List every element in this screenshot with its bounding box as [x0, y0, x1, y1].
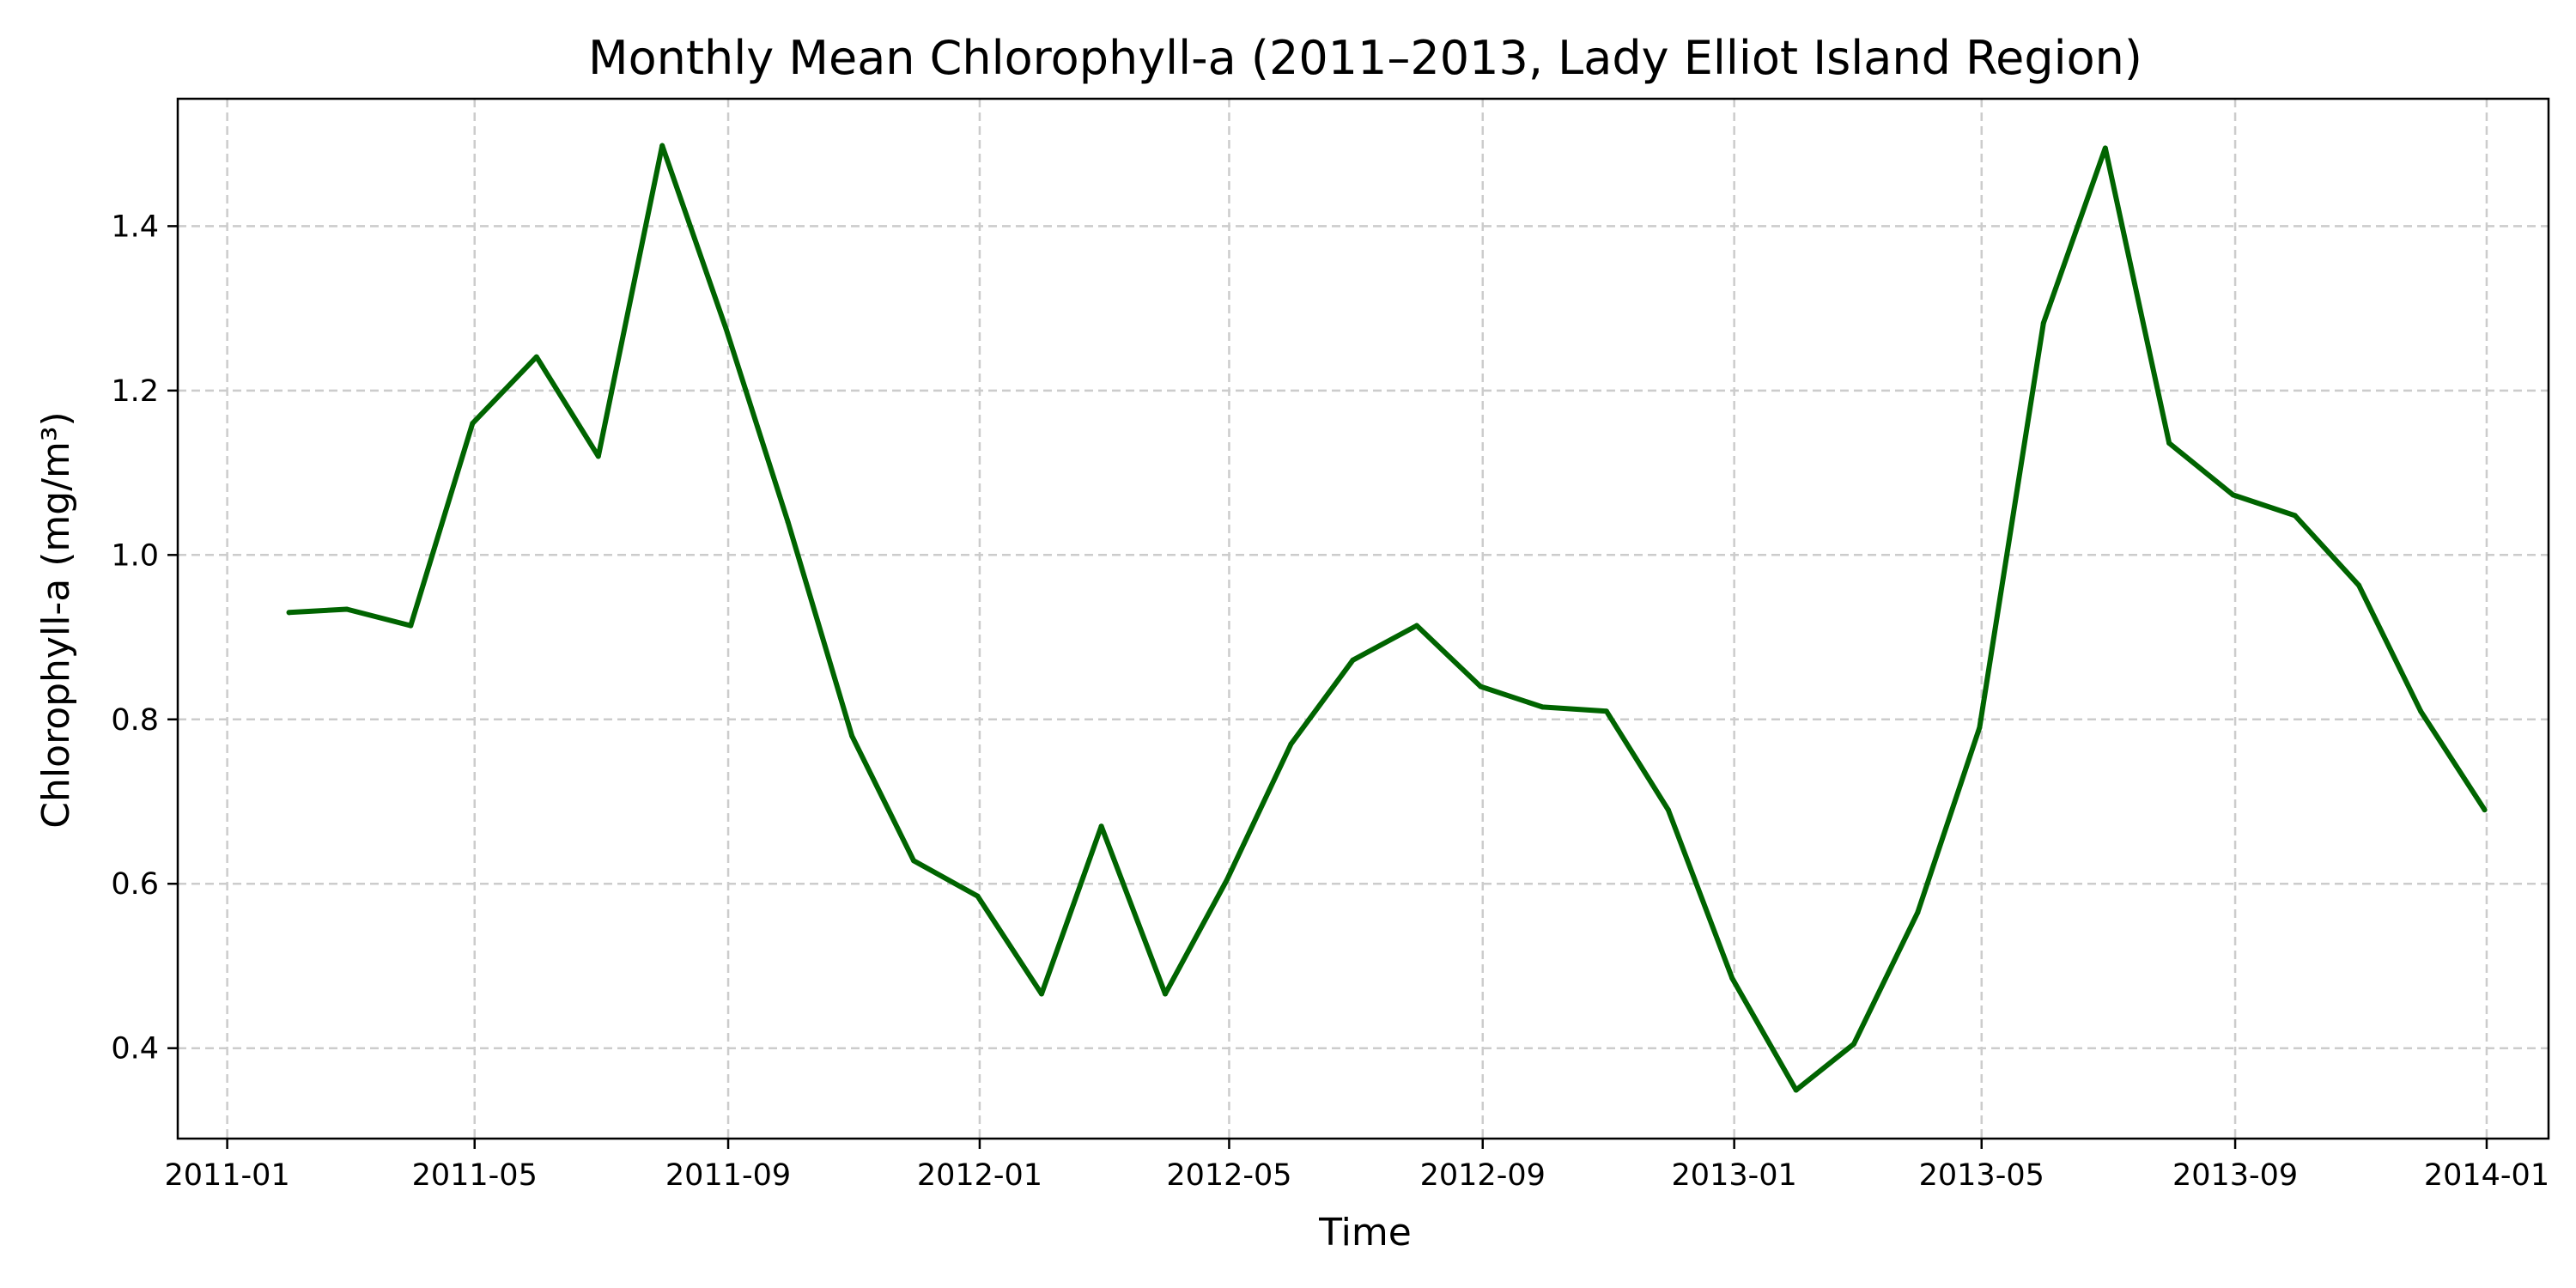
data-point — [1915, 909, 1921, 915]
x-tick-label: 2012-05 — [1166, 1158, 1291, 1193]
y-tick-label: 1.2 — [111, 374, 159, 409]
y-tick-label: 1.0 — [111, 538, 159, 573]
data-point — [849, 732, 855, 738]
y-axis-ticks: 0.4 0.6 0.8 1.0 1.2 1.4 — [111, 210, 178, 1066]
chart-title: Monthly Mean Chlorophyll-a (2011–2013, L… — [588, 31, 2142, 85]
data-point — [2292, 513, 2298, 519]
data-point — [286, 610, 292, 616]
plot-frame — [176, 97, 2550, 1140]
data-point — [911, 858, 917, 864]
x-tick-label: 2014-01 — [2424, 1158, 2549, 1193]
data-point — [723, 326, 729, 332]
data-point — [595, 453, 601, 459]
x-tick-label: 2013-05 — [1919, 1158, 2044, 1193]
y-tick-label: 1.4 — [111, 210, 159, 244]
data-series — [286, 143, 2488, 1093]
data-point — [1603, 708, 1609, 714]
x-tick-label: 2011-09 — [665, 1158, 791, 1193]
x-tick-label: 2012-09 — [1420, 1158, 1546, 1193]
y-tick-label: 0.4 — [111, 1032, 159, 1066]
x-axis-label: Time — [1318, 1211, 1412, 1255]
y-axis-label: Chlorophyll-a (mg/m³) — [34, 411, 78, 828]
data-point — [533, 354, 539, 360]
data-point — [1665, 807, 1671, 813]
data-point — [2102, 145, 2108, 151]
x-tick-label: 2011-01 — [164, 1158, 289, 1193]
x-tick-label: 2011-05 — [412, 1158, 538, 1193]
axes — [176, 97, 2550, 1140]
data-point — [1850, 1041, 1856, 1047]
data-point — [2230, 492, 2236, 498]
series-line — [286, 143, 2488, 1093]
data-point — [1224, 877, 1230, 883]
grid-lines — [178, 99, 2549, 1139]
data-point — [1977, 725, 1983, 731]
data-point — [785, 519, 791, 526]
data-point — [1288, 741, 1294, 747]
data-point — [1163, 991, 1169, 997]
data-point — [1038, 991, 1044, 997]
data-point — [2418, 708, 2424, 714]
data-point — [975, 893, 981, 899]
data-point — [1098, 823, 1104, 829]
data-point — [408, 623, 414, 629]
data-point — [659, 143, 665, 149]
data-point — [1793, 1087, 1799, 1093]
y-tick-label: 0.8 — [111, 703, 159, 738]
data-point — [343, 606, 349, 612]
data-point — [2166, 440, 2172, 447]
data-point — [1350, 657, 1356, 663]
x-tick-label: 2013-09 — [2172, 1158, 2298, 1193]
data-point — [1478, 683, 1484, 690]
x-tick-label: 2012-01 — [917, 1158, 1042, 1193]
data-point — [2040, 320, 2046, 326]
data-point — [470, 421, 476, 427]
data-point — [1729, 975, 1735, 981]
x-tick-label: 2013-01 — [1672, 1158, 1797, 1193]
data-point — [2482, 807, 2488, 813]
data-point — [2356, 582, 2362, 588]
x-axis-ticks: 2011-01 2011-05 2011-09 2012-01 2012-05 2012-… — [164, 1139, 2549, 1193]
y-tick-label: 0.6 — [111, 867, 159, 902]
data-point — [1540, 704, 1546, 710]
data-point — [1413, 623, 1419, 629]
